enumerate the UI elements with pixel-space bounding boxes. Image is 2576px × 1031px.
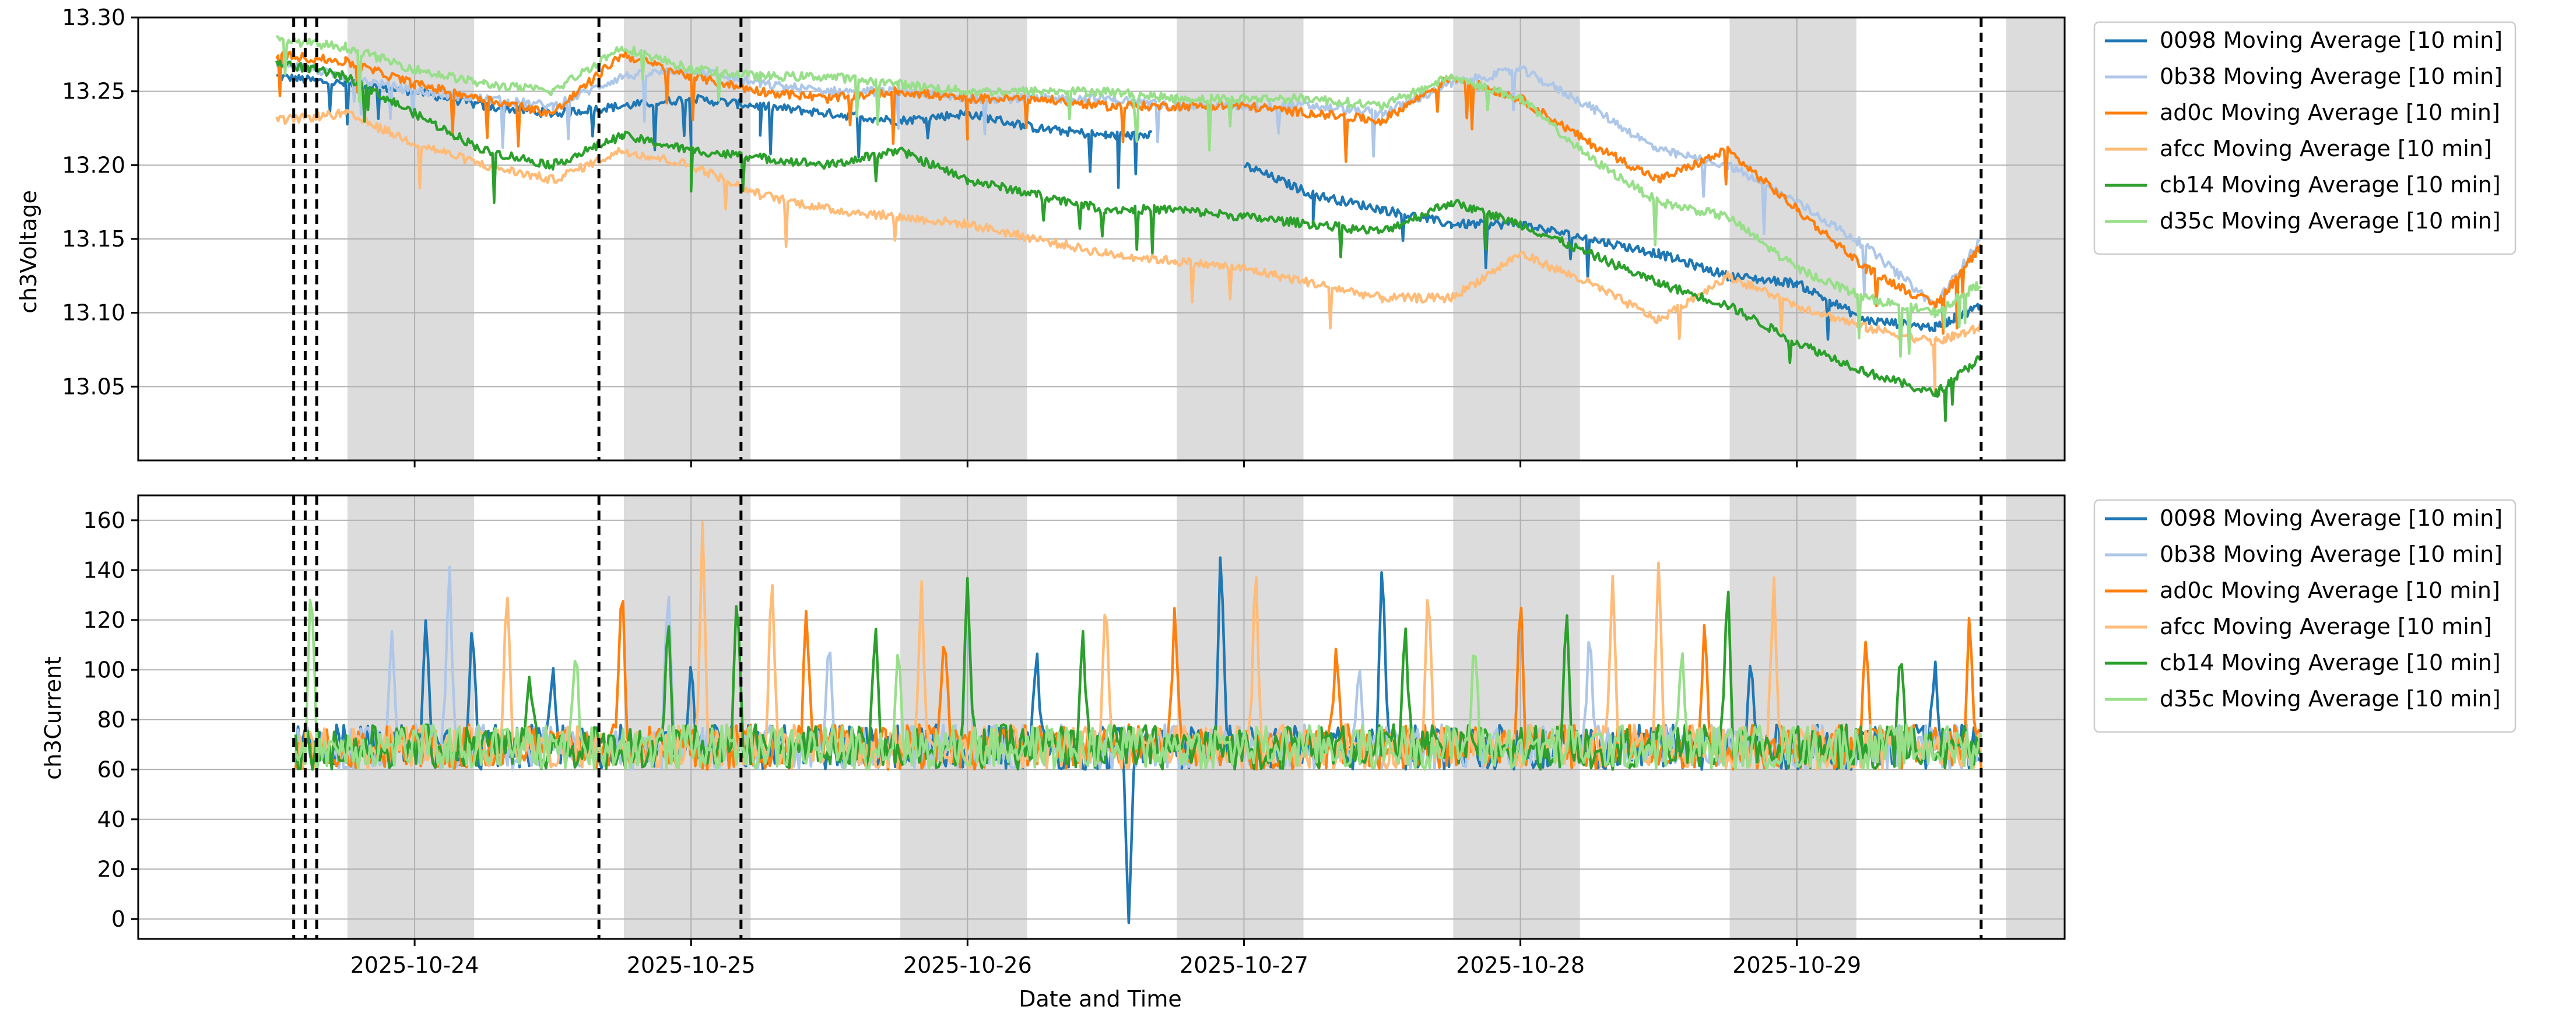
- legend-label-d35c: d35c Moving Average [10 min]: [2160, 686, 2501, 712]
- legend-label-d35c: d35c Moving Average [10 min]: [2160, 208, 2501, 234]
- current-series-cb14-line: [294, 576, 1982, 771]
- plot-frame: [137, 494, 2066, 940]
- legend-label-afcc: afcc Moving Average [10 min]: [2160, 614, 2492, 639]
- y-tick-label: 120: [83, 607, 125, 633]
- x-tick-label: 2025-10-28: [1456, 952, 1585, 978]
- plot-area: [275, 34, 1983, 423]
- night-shading-band: [1729, 495, 1856, 939]
- night-shading-band: [2006, 495, 2065, 939]
- y-tick-label: 13.30: [62, 5, 125, 30]
- current-panel: 0 20 40 60 80 100 120 140 160 2025-10-24 2025-10-2…: [83, 494, 2517, 978]
- legend-label-ad0c: ad0c Moving Average [10 min]: [2160, 578, 2500, 603]
- x-axis-label: Date and Time: [1019, 986, 1181, 1012]
- voltage-series-0b38-line: [275, 58, 1982, 308]
- voltage-series-cb14-line: [275, 59, 1983, 423]
- y-tick-label: 13.20: [62, 152, 125, 178]
- legend: 0098 Moving Average [10 min] 0b38 Moving …: [2093, 21, 2517, 255]
- voltage-panel: 13.05 13.10 13.15 13.20 13.25 13.30 0098 Movin…: [62, 5, 2517, 467]
- x-tick-label: 2025-10-26: [903, 952, 1032, 978]
- legend-label-cb14: cb14 Moving Average [10 min]: [2160, 650, 2501, 675]
- x-tick-label: 2025-10-29: [1732, 952, 1861, 978]
- y-tick-label: 140: [83, 557, 125, 583]
- y-tick-label: 160: [83, 508, 125, 533]
- legend-label-0b38: 0b38 Moving Average [10 min]: [2160, 64, 2503, 89]
- legend: 0098 Moving Average [10 min] 0b38 Moving …: [2093, 499, 2517, 733]
- y-tick-label: 100: [83, 657, 125, 682]
- x-tick-label: 2025-10-24: [350, 952, 479, 978]
- y-tick-label: 20: [97, 856, 125, 882]
- voltage-series-afcc-line: [275, 108, 1982, 396]
- night-shading-band: [1177, 495, 1304, 939]
- y-tick-label: 40: [97, 807, 125, 832]
- plot-area: [294, 520, 1983, 924]
- legend-label-afcc: afcc Moving Average [10 min]: [2160, 136, 2492, 161]
- y-tick-label: 13.05: [62, 374, 125, 399]
- current-y-axis-label: ch3Current: [40, 656, 66, 780]
- legend-label-cb14: cb14 Moving Average [10 min]: [2160, 172, 2501, 198]
- night-shading-band: [347, 495, 475, 939]
- y-tick-label: 60: [97, 756, 125, 782]
- y-tick-label: 13.25: [62, 79, 125, 104]
- voltage-series-d35c-line: [275, 34, 1982, 358]
- legend-label-0098: 0098 Moving Average [10 min]: [2160, 505, 2503, 531]
- legend-label-0098: 0098 Moving Average [10 min]: [2160, 27, 2503, 53]
- x-tick-label: 2025-10-27: [1180, 952, 1308, 978]
- voltage-series-0098-line: [276, 73, 1982, 341]
- y-tick-label: 13.10: [62, 300, 125, 326]
- legend-label-0b38: 0b38 Moving Average [10 min]: [2160, 541, 2503, 567]
- y-tick-label: 13.15: [62, 226, 125, 252]
- voltage-y-axis-label: ch3Voltage: [16, 190, 41, 314]
- voltage-series-ad0c-line: [275, 50, 1982, 335]
- y-tick-label: 80: [97, 707, 125, 733]
- legend-label-ad0c: ad0c Moving Average [10 min]: [2160, 100, 2500, 125]
- y-tick-label: 0: [111, 906, 125, 932]
- current-series-d35c-line: [294, 599, 1982, 771]
- legend-box: [2093, 21, 2517, 255]
- legend-box: [2093, 499, 2517, 733]
- current-series-ad0c-line: [294, 600, 1983, 771]
- x-tick-label: 2025-10-25: [627, 952, 756, 978]
